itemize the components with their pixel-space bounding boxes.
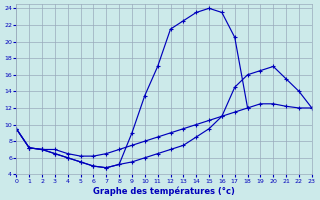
X-axis label: Graphe des températures (°c): Graphe des températures (°c) bbox=[93, 186, 235, 196]
